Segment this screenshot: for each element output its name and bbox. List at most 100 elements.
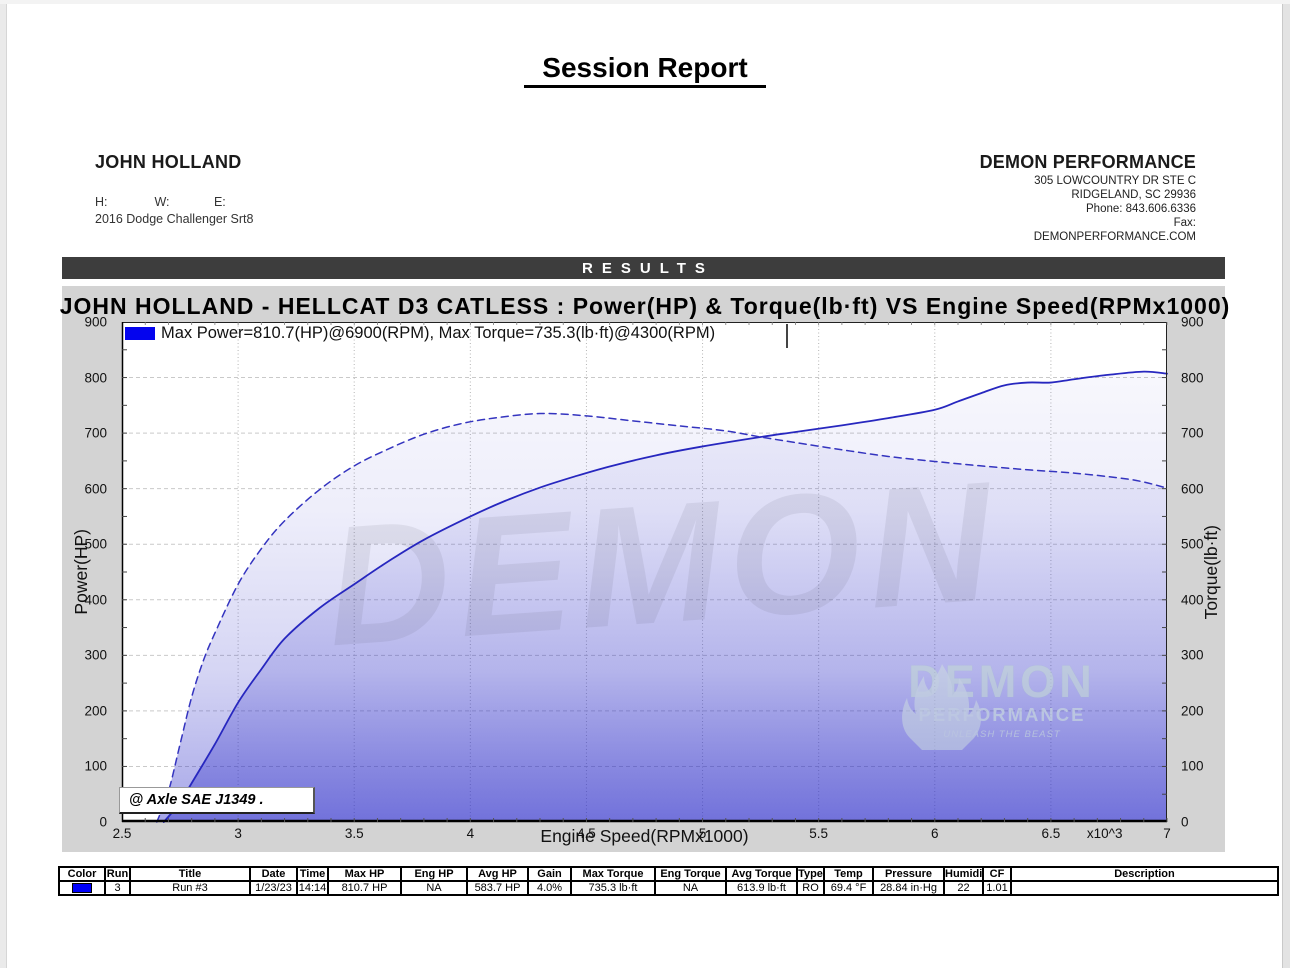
window-edge-right: [1282, 0, 1290, 968]
height-label: H:: [95, 195, 108, 209]
table-header-pressure: Pressure: [872, 866, 945, 882]
x-axis-tick-label: 6.5: [1041, 826, 1061, 841]
y-axis-tick-label: 100: [84, 758, 107, 774]
table-cell: 69.4 °F: [823, 880, 874, 896]
table-cell: NA: [400, 880, 468, 896]
y-axis-tick-label: 100: [1181, 758, 1204, 774]
chart-title: JOHN HOLLAND - HELLCAT D3 CATLESS : Powe…: [59, 293, 1231, 319]
y-axis-tick-label: 700: [1181, 425, 1204, 441]
y-axis-tick-label: 300: [84, 647, 107, 663]
table-cell: 1.01: [982, 880, 1012, 896]
y-axis-tick-label: 0: [1181, 814, 1189, 830]
table-header-row: Color Run Title Date Time Max HP Eng HP Avg HP G…: [58, 866, 1279, 882]
x-axis-tick-label: 2.5: [112, 826, 132, 841]
table-header-max-hp: Max HP: [327, 866, 402, 882]
table-cell: RO: [796, 880, 825, 896]
text-caret: [786, 324, 788, 348]
y-axis-tick-label: 800: [84, 370, 107, 386]
runs-table: Color Run Title Date Time Max HP Eng HP Avg HP G…: [58, 866, 1279, 896]
run-color-swatch: [72, 883, 92, 893]
y-axis-tick-label: 300: [1181, 647, 1204, 663]
shop-address-line2: RIDGELAND, SC 29936: [1071, 189, 1196, 201]
y-axis-tick-label: 200: [1181, 703, 1204, 719]
table-header-color: Color: [58, 866, 106, 882]
table-header-date: Date: [249, 866, 298, 882]
table-header-time: Time: [296, 866, 329, 882]
table-header-run: Run: [104, 866, 131, 882]
curve-torque: [156, 412, 1168, 823]
curve-power: [162, 370, 1168, 823]
table-cell: 22: [943, 880, 984, 896]
customer-block: JOHN HOLLAND H: W: E: 2016 Dodge Challen…: [95, 152, 270, 226]
window-edge-left: [0, 0, 7, 968]
table-cell: [58, 880, 106, 896]
table-cell: 583.7 HP: [466, 880, 529, 896]
x-axis-tick-label: 5.5: [809, 826, 829, 841]
table-cell: 735.3 lb·ft: [570, 880, 656, 896]
dyno-plot-area: DEMON Max Power=810.7(HP)@6900(RPM), Max…: [119, 322, 1168, 823]
table-cell: [1010, 880, 1279, 896]
shop-fax: Fax:: [1173, 217, 1196, 229]
y-axis-tick-label: 900: [1181, 314, 1204, 330]
customer-name: JOHN HOLLAND: [95, 152, 242, 172]
x-axis-tick-label: 6: [931, 826, 939, 841]
window-edge-top: [0, 0, 1290, 4]
page-title: Session Report: [0, 52, 1290, 88]
y-axis-tick-label: 900: [84, 314, 107, 330]
table-cell: NA: [654, 880, 727, 896]
table-cell: Run #3: [129, 880, 251, 896]
table-cell: 4.0%: [527, 880, 572, 896]
watermark-center-text: DEMON: [321, 446, 1005, 682]
vehicle-description: 2016 Dodge Challenger Srt8: [95, 212, 254, 226]
x-axis-tick-label: 3.5: [344, 826, 364, 841]
legend-color-swatch: [125, 327, 155, 340]
chart-legend: Max Power=810.7(HP)@6900(RPM), Max Torqu…: [125, 324, 715, 343]
shop-block: DEMON PERFORMANCE 305 LOWCOUNTRY DR STE …: [980, 152, 1196, 243]
y-axis-tick-label: 600: [84, 481, 107, 497]
x-axis-tick-label: 4: [466, 826, 475, 841]
y-axis-tick-label: 500: [1181, 536, 1204, 552]
x-axis-tick-label: 3: [234, 826, 242, 841]
weight-label: W:: [154, 195, 170, 209]
y-axis-tick-label: 0: [99, 814, 107, 830]
y-axis-tick-label: 700: [84, 425, 107, 441]
y-axis-ticks-left: 0 100 200 300 400 500 600 700 800 900: [60, 315, 115, 830]
table-header-max-torque: Max Torque: [570, 866, 656, 882]
legend-text: Max Power=810.7(HP)@6900(RPM), Max Torqu…: [161, 324, 716, 342]
table-header-description: Description: [1010, 866, 1279, 882]
y-axis-tick-label: 500: [84, 536, 107, 552]
table-header-title: Title: [129, 866, 251, 882]
y-axis-tick-label: 400: [1181, 592, 1204, 608]
x-axis-multiplier-label: x10^3: [1086, 826, 1123, 841]
table-header-avg-torque: Avg Torque: [725, 866, 798, 882]
shop-name: DEMON PERFORMANCE: [979, 152, 1196, 172]
results-section-header: RESULTS: [62, 257, 1225, 279]
dyno-plot-canvas: DEMON: [121, 322, 1168, 823]
table-header-cf: CF: [982, 866, 1012, 882]
x-axis-tick-label: 7: [1163, 826, 1171, 841]
table-header-eng-torque: Eng Torque: [654, 866, 727, 882]
results-label: RESULTS: [582, 259, 714, 277]
table-row: 3 Run #3 1/23/23 14:14 810.7 HP NA 583.7 HP 4.0…: [58, 880, 1279, 896]
shop-address-line1: 305 LOWCOUNTRY DR STE C: [1034, 175, 1196, 187]
table-header-avg-hp: Avg HP: [466, 866, 529, 882]
sae-correction-annotation: @ Axle SAE J1349 .: [119, 787, 315, 814]
y-axis-tick-label: 400: [84, 592, 107, 608]
table-header-humidity: Humidity: [943, 866, 984, 882]
x-axis-tick-label: 4.5: [577, 826, 596, 841]
y-axis-tick-label: 600: [1181, 481, 1204, 497]
table-header-temp: Temp: [823, 866, 874, 882]
table-cell: 28.84 in·Hg: [872, 880, 945, 896]
table-cell: 810.7 HP: [327, 880, 402, 896]
shop-phone: Phone: 843.606.6336: [1086, 203, 1196, 215]
table-cell: 3: [104, 880, 131, 896]
table-cell: 613.9 lb·ft: [725, 880, 798, 896]
y-axis-tick-label: 200: [84, 703, 107, 719]
y-axis-ticks-right: 0 100 200 300 400 500 600 700 800 900: [1170, 315, 1225, 830]
y-axis-tick-label: 800: [1181, 370, 1204, 386]
x-axis-label: Engine Speed(RPMx1000): [540, 826, 749, 846]
shop-website: DEMONPERFORMANCE.COM: [1033, 231, 1196, 243]
email-label: E:: [213, 195, 226, 209]
table-header-eng-hp: Eng HP: [400, 866, 468, 882]
